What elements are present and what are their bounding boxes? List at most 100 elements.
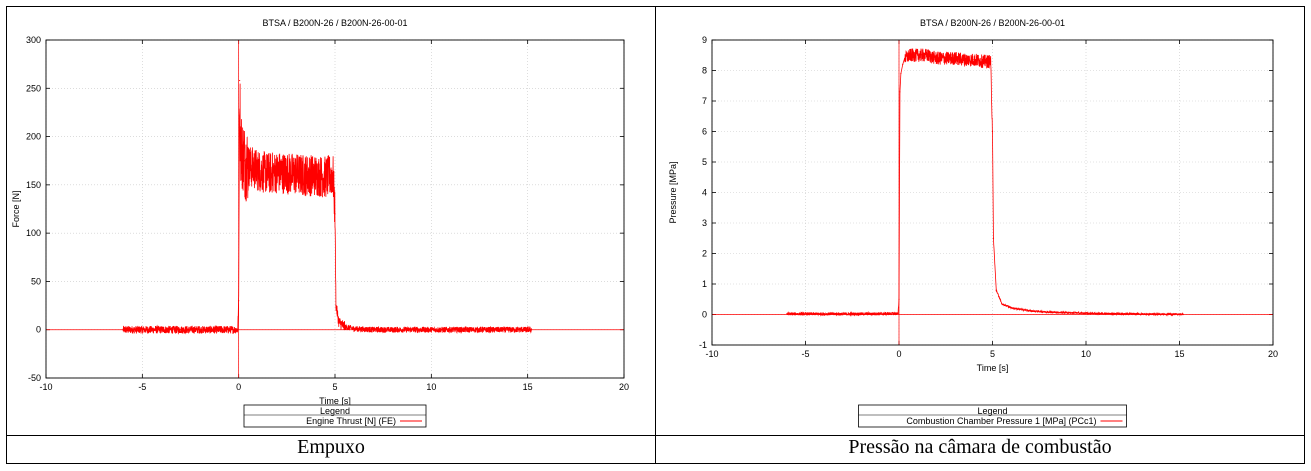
y-tick-label: 200 [26, 132, 41, 142]
series-point [508, 329, 509, 330]
series-point [992, 131, 993, 132]
y-tick-label: 3 [702, 218, 707, 228]
y-axis: -1 0 1 2 3 4 5 6 7 8 9 [699, 35, 1273, 350]
x-axis: -10 -5 0 5 10 15 20 [705, 40, 1278, 359]
series-point [902, 64, 903, 65]
legend-entry-label: Engine Thrust [N] (FE) [306, 416, 396, 426]
x-axis-label: Time [s] [977, 363, 1009, 373]
x-tick-label: 5 [332, 382, 337, 392]
series-point [786, 313, 787, 314]
chart-title: BTSA / B200N-26 / B200N-26-00-01 [920, 18, 1065, 28]
x-tick-label: 5 [990, 349, 995, 359]
series-point [1011, 307, 1012, 308]
series-point [373, 329, 374, 330]
series-point [964, 59, 965, 60]
series-point [354, 328, 355, 329]
x-tick-label: -10 [705, 349, 718, 359]
series-line [787, 49, 1183, 316]
y-tick-label: -50 [28, 373, 41, 383]
series-point [335, 305, 336, 306]
series-point [917, 55, 918, 56]
y-tick-label: 4 [702, 188, 707, 198]
caption-left: Empuxo [7, 436, 656, 464]
series-point [1001, 303, 1002, 304]
y-tick-label: 7 [702, 96, 707, 106]
series-point [122, 329, 123, 330]
series-point [900, 73, 901, 74]
series-point [861, 313, 862, 314]
series-point [180, 329, 181, 330]
legend-entry-label: Combustion Chamber Pressure 1 [MPa] (PCc… [906, 416, 1096, 426]
series-point [237, 329, 238, 330]
series-point [910, 55, 911, 56]
chart-title: BTSA / B200N-26 / B200N-26-00-01 [262, 18, 407, 28]
x-tick-label: -5 [138, 382, 146, 392]
series-point [469, 329, 470, 330]
y-axis-label: Force [N] [11, 190, 21, 227]
x-axis-label: Time [s] [319, 396, 351, 406]
series-point [531, 329, 532, 330]
x-tick-label: 15 [1174, 349, 1184, 359]
x-tick-label: 10 [426, 382, 436, 392]
series-point [1183, 314, 1184, 315]
series-point [1085, 313, 1086, 314]
series-point [899, 91, 900, 92]
y-tick-label: 300 [26, 35, 41, 45]
x-tick-label: 20 [619, 382, 629, 392]
series-point [286, 173, 287, 174]
series-point [1029, 310, 1030, 311]
series-point [392, 329, 393, 330]
y-tick-label: 250 [26, 83, 41, 93]
series-point [926, 55, 927, 56]
thrust-plot-cell: BTSA / B200N-26 / B200N-26-00-01 -10 -5 0 5 1… [7, 7, 656, 436]
series-point [332, 175, 333, 176]
series-point [239, 80, 240, 81]
series-point [325, 177, 326, 178]
x-tick-label: -10 [39, 382, 52, 392]
pressure-plot-cell: BTSA / B200N-26 / B200N-26-00-01 -10 -5 0 5 1… [656, 7, 1305, 436]
y-tick-label: 50 [31, 276, 41, 286]
caption-right: Pressão na câmara de combustão [656, 436, 1305, 464]
series-point [161, 329, 162, 330]
series-point [993, 238, 994, 239]
x-tick-label: 10 [1081, 349, 1091, 359]
y-tick-label: 0 [702, 310, 707, 320]
series-point [240, 146, 241, 147]
series-point [945, 58, 946, 59]
y-tick-label: 2 [702, 249, 707, 259]
series-point [996, 290, 997, 291]
series-point [990, 61, 991, 62]
series-line [123, 84, 531, 334]
y-tick-label: 0 [36, 325, 41, 335]
y-axis: -50 0 50 100 150 200 250 300 [26, 35, 624, 383]
series-point [315, 175, 316, 176]
legend-title: Legend [320, 406, 350, 416]
series-point [306, 175, 307, 176]
series-point [936, 58, 937, 59]
series-point [1048, 311, 1049, 312]
series-point [824, 313, 825, 314]
x-tick-label: -5 [801, 349, 809, 359]
series-point [296, 174, 297, 175]
y-tick-label: 100 [26, 228, 41, 238]
y-tick-label: -1 [699, 340, 707, 350]
y-tick-label: 9 [702, 35, 707, 45]
y-axis-label: Pressure [MPa] [668, 161, 678, 223]
y-tick-label: 1 [702, 279, 707, 289]
series-point [983, 61, 984, 62]
series-point [277, 172, 278, 173]
figure-table: BTSA / B200N-26 / B200N-26-00-01 -10 -5 0 5 1… [6, 6, 1305, 464]
x-tick-label: 20 [1268, 349, 1278, 359]
series-point [267, 173, 268, 174]
series-point [219, 329, 220, 330]
series-point [334, 213, 335, 214]
pressure-chart: BTSA / B200N-26 / B200N-26-00-01 -10 -5 0 5 1… [656, 7, 1304, 435]
y-tick-label: 8 [702, 66, 707, 76]
x-tick-label: 15 [523, 382, 533, 392]
series-point [248, 165, 249, 166]
thrust-chart: BTSA / B200N-26 / B200N-26-00-01-10 -5 0 5 1… [7, 7, 655, 435]
series-point [898, 299, 899, 300]
series-point [904, 58, 905, 59]
series-point [238, 300, 239, 301]
series-point [344, 326, 345, 327]
